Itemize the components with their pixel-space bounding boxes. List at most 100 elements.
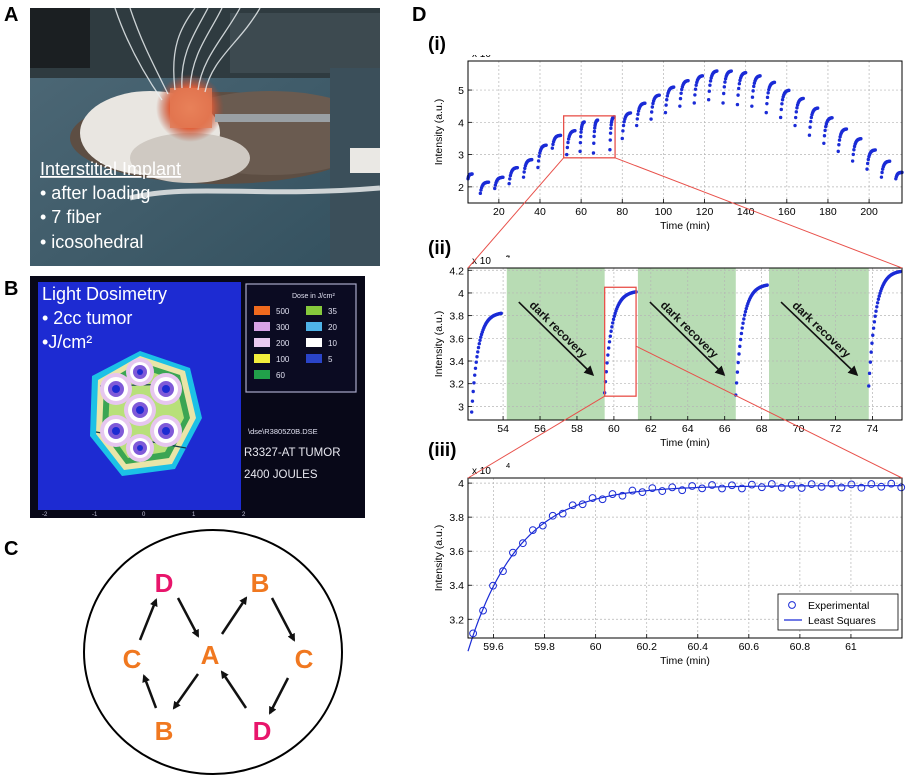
data-point (551, 142, 555, 147)
data-point (607, 340, 612, 344)
x-tick-label: 56 (534, 423, 546, 435)
data-point (857, 483, 866, 492)
x-axis-label: Time (min) (660, 437, 710, 449)
data-point (518, 539, 527, 548)
panel-letter-c: C (4, 538, 19, 560)
dark-recovery-arrow (518, 301, 595, 377)
x-tick-label: 200 (860, 206, 878, 218)
cycle-boundary-circle (83, 529, 343, 775)
data-point (579, 130, 583, 134)
data-point (649, 117, 653, 121)
data-point (591, 151, 596, 155)
dose-legend-swatch (306, 306, 322, 315)
dosimetry-display: Light Dosimetry • 2cc tumor •J/cm² Dose … (30, 276, 365, 518)
x-tick-label: 100 (655, 206, 673, 218)
data-point (734, 381, 739, 385)
data-point (478, 338, 482, 342)
data-point (469, 410, 474, 414)
data-point (740, 326, 744, 330)
x-tick-label: 60.6 (739, 641, 760, 653)
data-point (765, 101, 769, 106)
data-point (620, 136, 624, 141)
node-b-top: B (251, 568, 270, 598)
arrow-b-to-c-left (142, 674, 158, 709)
data-point (509, 548, 517, 557)
data-point (477, 342, 481, 346)
data-point (657, 93, 661, 97)
data-point (694, 83, 698, 87)
data-point (636, 112, 640, 116)
data-point (479, 606, 487, 615)
data-point (852, 148, 856, 152)
data-point (658, 487, 667, 495)
fit-curve (467, 485, 902, 652)
data-point (801, 96, 805, 101)
data-point (479, 335, 483, 339)
data-point (665, 98, 669, 102)
data-point (872, 320, 877, 324)
data-point (649, 110, 654, 114)
legend-label-least-squares: Least Squares (808, 615, 876, 627)
data-point (822, 141, 826, 145)
dose-legend-swatch (254, 354, 270, 363)
y-tick-label: 3.6 (449, 546, 464, 558)
data-point (871, 326, 876, 330)
data-point (723, 80, 727, 84)
x-tick-label: 160 (778, 206, 796, 218)
dose-legend-title: Dose in J/cm² (292, 293, 335, 300)
data-point (578, 149, 582, 154)
data-point (618, 491, 627, 500)
y-tick-label: 2 (458, 182, 464, 194)
dosimetry-bullet-1: • 2cc tumor (42, 308, 132, 328)
data-point (793, 115, 798, 120)
x-tick-label: 60.2 (636, 641, 657, 653)
data-point (499, 311, 503, 316)
x-tick-label: 120 (696, 206, 714, 218)
data-point (476, 345, 481, 350)
data-point (874, 309, 878, 313)
x-tick-label: 62 (645, 423, 657, 435)
data-point (678, 486, 687, 495)
data-point (817, 482, 826, 491)
data-point (635, 117, 639, 121)
data-point (738, 344, 742, 349)
data-point (473, 373, 477, 377)
data-point (880, 170, 884, 175)
data-point (544, 143, 548, 147)
x-tick-label: 60 (590, 641, 602, 653)
dose-legend-value: 60 (276, 371, 285, 380)
data-point (751, 89, 755, 93)
cycle-diagram-svg: D B C A C B D (83, 529, 343, 775)
data-point (565, 152, 569, 157)
data-point (741, 321, 745, 325)
data-point (609, 126, 613, 130)
axis-exponent-power: 4 (506, 462, 510, 470)
data-point (592, 134, 596, 139)
data-point (538, 521, 547, 530)
arrow-c-to-d (268, 677, 290, 715)
data-point (807, 133, 812, 137)
data-point (780, 102, 784, 106)
data-point (708, 83, 712, 87)
cycle-diagram: D B C A C B D (82, 528, 344, 776)
data-point (688, 482, 697, 490)
data-point (787, 480, 796, 489)
dose-axis-ticks: -2 -1 0 1 2 (42, 512, 246, 518)
data-point (721, 91, 726, 96)
data-point (875, 305, 879, 309)
data-point (823, 128, 827, 133)
data-point (734, 393, 738, 397)
data-point (508, 177, 512, 181)
data-point (869, 350, 873, 354)
data-point (522, 170, 526, 174)
data-point (638, 488, 647, 497)
chart-i-intensity-vs-time: 20 40 60 80 100 120 140 160 180 200 2 3 4 5 Time (min)… (433, 55, 904, 232)
dose-axis-tick: -2 (42, 512, 48, 518)
dose-legend-value: 300 (276, 323, 290, 332)
data-point (668, 483, 677, 492)
node-b-bottom: B (155, 716, 174, 746)
dose-tumor-label: R3327-AT TUMOR (244, 447, 341, 459)
data-point (876, 297, 881, 301)
data-point (474, 360, 478, 364)
x-tick-label: 64 (682, 423, 694, 435)
